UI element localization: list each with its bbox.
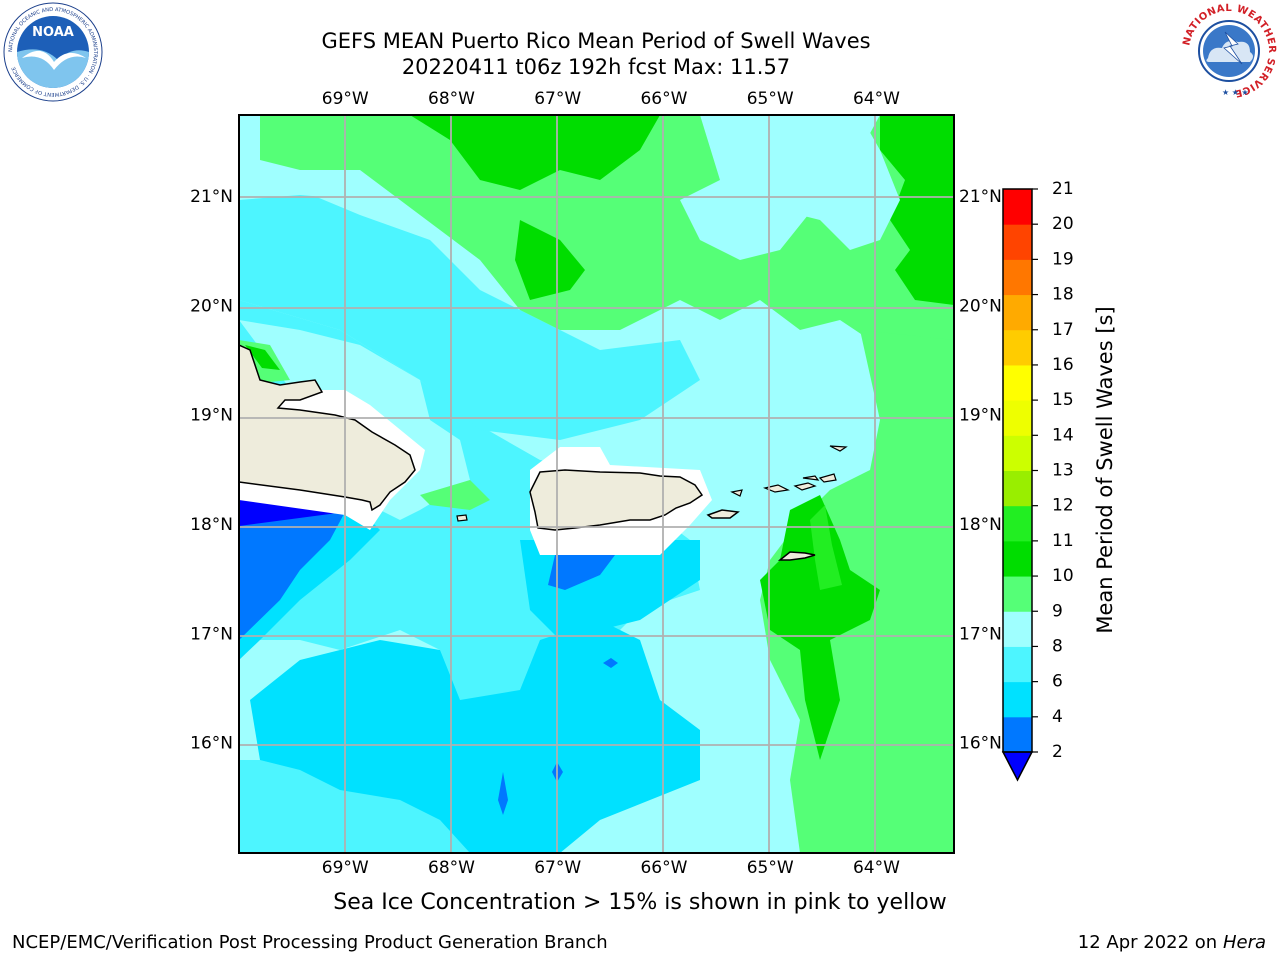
colorbar-tick-label: 4 bbox=[1052, 707, 1063, 727]
lon-tick-label: 66°W bbox=[640, 89, 687, 109]
lat-tick-label: 21°N bbox=[959, 187, 1002, 207]
svg-text:★ ★ ★: ★ ★ ★ bbox=[1222, 88, 1249, 97]
colorbar-swatch bbox=[1003, 540, 1032, 577]
colorbar-tick-label: 9 bbox=[1052, 601, 1063, 621]
lat-tick-label: 19°N bbox=[959, 406, 1002, 426]
contour-10-11-hispaniola bbox=[245, 345, 280, 370]
plot-title: GEFS MEAN Puerto Rico Mean Period of Swe… bbox=[321, 29, 871, 53]
contour-2-4-spot-b bbox=[603, 658, 618, 668]
graticule bbox=[239, 115, 954, 853]
colorbar-swatch bbox=[1003, 505, 1032, 542]
contour-2-4-spot-a bbox=[498, 772, 508, 815]
noaa-logo: NATIONAL OCEANIC AND ATMOSPHERIC ADMINIS… bbox=[3, 2, 103, 102]
lat-ticks-right: 21°N 20°N 19°N 18°N 17°N 16°N bbox=[959, 187, 1002, 754]
colorbar-swatch bbox=[1003, 259, 1032, 296]
colorbar-swatch bbox=[1003, 681, 1032, 718]
lat-tick-label: 20°N bbox=[959, 296, 1002, 316]
land-puerto-rico bbox=[529, 469, 704, 531]
colorbar-tick-label: 17 bbox=[1052, 320, 1074, 340]
contour-10-11-north-a bbox=[410, 115, 660, 190]
colorbar-tick-label: 16 bbox=[1052, 355, 1074, 375]
colorbar-tick-label: 2 bbox=[1052, 742, 1063, 762]
colorbar-title: Mean Period of Swell Waves [s] bbox=[1093, 306, 1117, 633]
contour-2-4-center bbox=[548, 555, 615, 590]
contour-10-11-north-b bbox=[515, 220, 585, 300]
colorbar-swatch bbox=[1003, 189, 1032, 225]
colorbar-swatch bbox=[1003, 294, 1032, 331]
land-st-croix bbox=[777, 551, 816, 561]
colorbar-extend-triangle bbox=[1001, 751, 1034, 782]
nws-logo: NATIONAL WEATHER SERVICE ★ ★ ★ bbox=[1181, 3, 1276, 99]
lat-tick-label: 17°N bbox=[959, 624, 1002, 644]
land-mona bbox=[456, 514, 468, 522]
contour-10-11-northeast bbox=[880, 115, 954, 305]
colorbar-tick-label: 10 bbox=[1052, 566, 1074, 586]
lat-tick-label: 20°N bbox=[190, 296, 233, 316]
colorbar-tick-label: 12 bbox=[1052, 496, 1074, 516]
contour-10-11-east bbox=[760, 495, 880, 760]
colorbar-swatch bbox=[1003, 470, 1032, 507]
contour-6-8-south bbox=[250, 620, 700, 853]
colorbar-swatch bbox=[1003, 400, 1032, 436]
lon-tick-label: 69°W bbox=[322, 858, 369, 878]
lon-ticks-top: 69°W 68°W 67°W 66°W 65°W 64°W bbox=[322, 89, 900, 109]
colorbar-swatch bbox=[1003, 611, 1032, 647]
land-virgin-islands bbox=[730, 445, 848, 497]
footer-host: Hera bbox=[1222, 932, 1266, 953]
lon-tick-label: 68°W bbox=[428, 89, 475, 109]
lat-tick-label: 16°N bbox=[190, 734, 233, 754]
lon-tick-label: 66°W bbox=[640, 858, 687, 878]
lat-tick-label: 21°N bbox=[190, 187, 233, 207]
lat-tick-label: 18°N bbox=[959, 515, 1002, 535]
lat-tick-label: 18°N bbox=[190, 515, 233, 535]
colorbar-tick-label: 14 bbox=[1052, 425, 1074, 445]
footer-date-text: 12 Apr 2022 on bbox=[1077, 932, 1223, 953]
colorbar-tick-label: 18 bbox=[1052, 285, 1074, 305]
contour-8-9-east bbox=[720, 115, 900, 250]
lon-tick-label: 69°W bbox=[322, 89, 369, 109]
colorbar-swatch bbox=[1003, 646, 1032, 683]
lon-tick-label: 65°W bbox=[747, 89, 794, 109]
lon-tick-label: 68°W bbox=[428, 858, 475, 878]
colorbar-tick-label: 11 bbox=[1052, 531, 1074, 551]
footer-date: 12 Apr 2022 on Hera bbox=[1078, 932, 1266, 953]
plot-subtitle: 20220411 t06z 192h fcst Max: 11.57 bbox=[401, 55, 791, 79]
lon-ticks-bottom: 69°W 68°W 67°W 66°W 65°W 64°W bbox=[322, 858, 900, 878]
lat-tick-label: 17°N bbox=[190, 624, 233, 644]
colorbar-swatch bbox=[1003, 329, 1032, 366]
lat-ticks-left: 21°N 20°N 19°N 18°N 17°N 16°N bbox=[190, 187, 233, 754]
contour-2-4-west bbox=[239, 510, 345, 640]
land-vieques bbox=[706, 509, 740, 519]
colorbar-tick-label: 21 bbox=[1052, 179, 1074, 199]
colorbar-tick-label: 13 bbox=[1052, 461, 1074, 481]
footer-credit: NCEP/EMC/Verification Post Processing Pr… bbox=[12, 932, 608, 953]
colorbar-tick-label: 8 bbox=[1052, 636, 1063, 656]
lon-tick-label: 67°W bbox=[534, 89, 581, 109]
lon-tick-label: 64°W bbox=[853, 89, 900, 109]
noaa-wordmark: NOAA bbox=[32, 25, 74, 40]
contour-9-10-north bbox=[260, 115, 954, 400]
lon-tick-label: 65°W bbox=[747, 858, 794, 878]
sea-ice-caption: Sea Ice Concentration > 15% is shown in … bbox=[333, 890, 947, 915]
lon-tick-label: 64°W bbox=[853, 858, 900, 878]
land-hispaniola bbox=[239, 344, 416, 512]
colorbar-swatch bbox=[1003, 364, 1032, 401]
contour-6-8-northwest bbox=[239, 190, 700, 440]
colorbar-swatch bbox=[1003, 224, 1032, 260]
colorbar-swatch bbox=[1003, 435, 1032, 471]
colorbar: 2 4 6 8 9 10 11 12 13 14 15 16 17 18 19 20 21 bbox=[1001, 179, 1074, 782]
colorbar-tick-label: 15 bbox=[1052, 390, 1074, 410]
lon-tick-label: 67°W bbox=[534, 858, 581, 878]
lat-tick-label: 16°N bbox=[959, 734, 1002, 754]
colorbar-swatch bbox=[1003, 716, 1032, 753]
lat-tick-label: 19°N bbox=[190, 406, 233, 426]
map-frame bbox=[238, 114, 955, 854]
colorbar-swatch bbox=[1003, 576, 1032, 612]
contour-9-10-monapass bbox=[420, 480, 490, 510]
colorbar-tick-label: 20 bbox=[1052, 214, 1074, 234]
colorbar-tick-label: 6 bbox=[1052, 672, 1063, 692]
colorbar-tick-label: 19 bbox=[1052, 249, 1074, 269]
